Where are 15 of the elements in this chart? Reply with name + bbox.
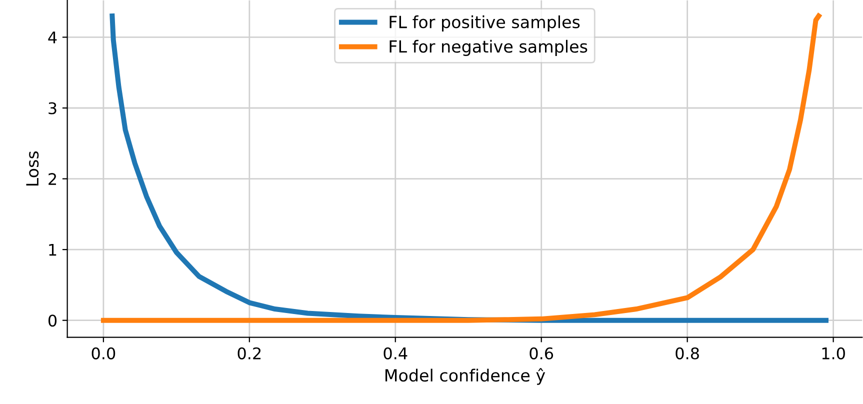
- y-axis-title: Loss: [26, 151, 39, 186]
- y-tick-label: 4: [48, 32, 57, 44]
- y-tick-label: 2: [48, 172, 56, 185]
- x-tick-label: 0.4: [384, 347, 408, 360]
- y-tick-label: 1: [49, 244, 56, 256]
- x-tick-label: 0.6: [530, 347, 554, 360]
- x-tick-label: 0.0: [92, 347, 116, 360]
- x-axis-title: Model confidence ŷ: [385, 368, 546, 385]
- legend-label: FL for negative samples: [390, 40, 588, 56]
- x-tick-label: 1.0: [822, 347, 845, 360]
- legend-label: FL for positive samples: [390, 15, 580, 32]
- x-tick-label: 0.2: [238, 347, 261, 360]
- y-tick-label: 3: [48, 102, 56, 114]
- y-tick-label: 0: [48, 314, 57, 327]
- x-tick-label: 0.8: [676, 347, 699, 360]
